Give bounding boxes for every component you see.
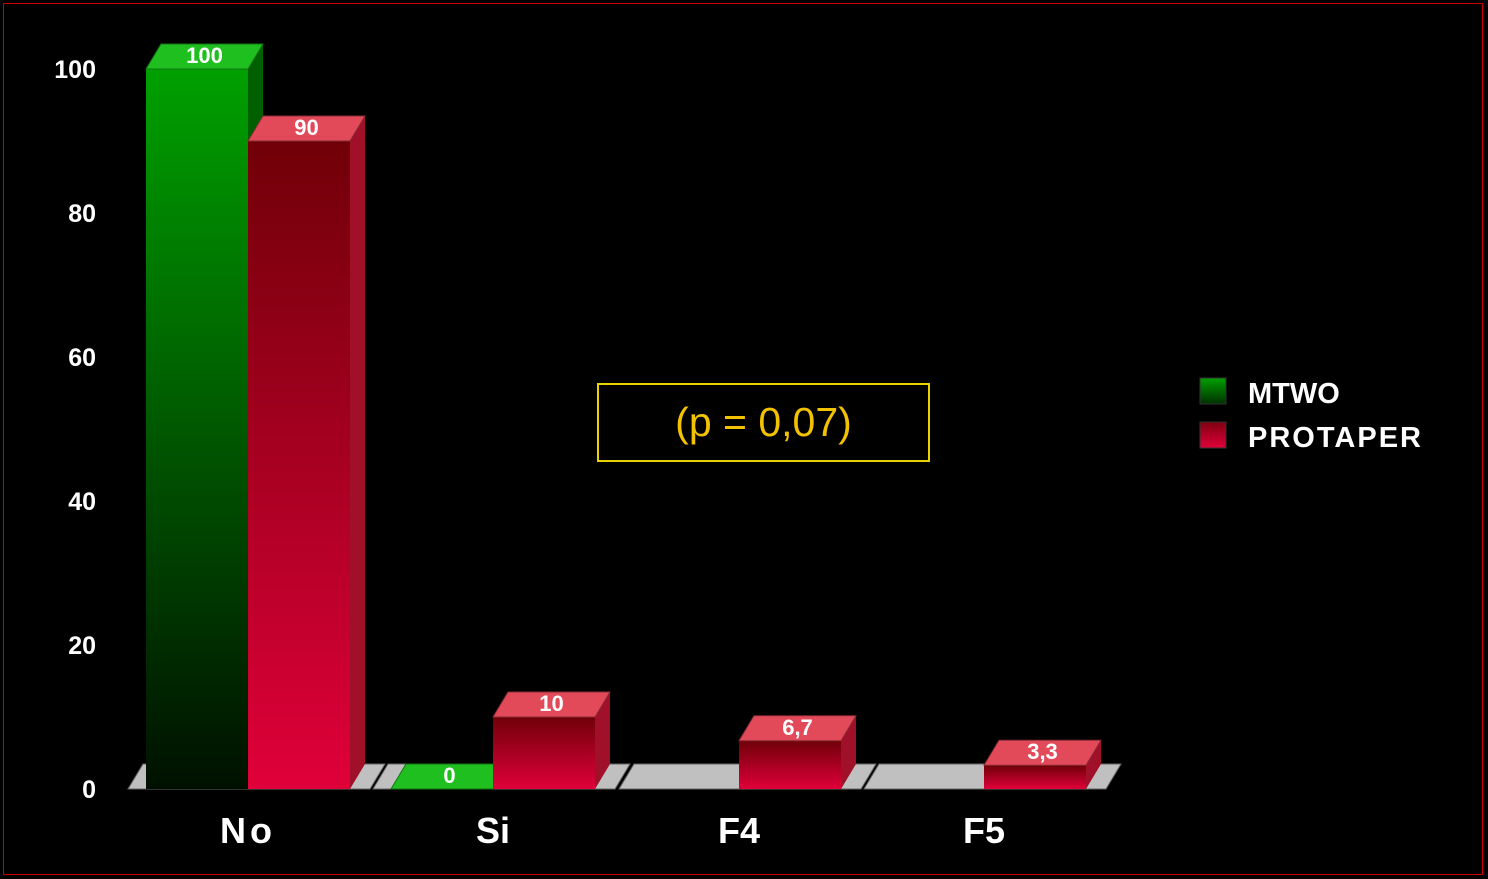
y-tick-label-40: 40 [68, 488, 96, 516]
x-tick-label-f5: F5 [963, 810, 1005, 851]
x-tick-label-f4: F4 [718, 810, 760, 851]
y-tick-label-60: 60 [68, 344, 96, 372]
y-tick-label-80: 80 [68, 200, 96, 228]
y-tick-label-0: 0 [82, 776, 96, 804]
bar-protaper-f5 [984, 765, 1086, 789]
data-label-protaper-f5: 3,3 [1027, 739, 1058, 764]
bar-top-mtwo-no [145, 43, 264, 70]
bar-protaper-no [248, 141, 350, 789]
bar-side-protaper-si [595, 692, 610, 789]
legend-label-protaper: PROTAPER [1248, 422, 1423, 454]
bar-top-protaper-f5 [983, 739, 1102, 766]
data-label-mtwo-no: 100 [186, 43, 223, 68]
data-label-protaper-si: 10 [539, 691, 563, 716]
bar-protaper-f4 [739, 740, 841, 789]
bar-protaper-si [493, 717, 595, 789]
x-tick-label-si: Si [476, 810, 510, 851]
chart-frame [3, 3, 1483, 875]
bar-side-protaper-no [350, 116, 365, 789]
data-label-protaper-f4: 6,7 [782, 715, 813, 740]
legend-label-mtwo: MTWO [1248, 378, 1340, 410]
p-value-annotation: (p = 0,07) [597, 383, 930, 462]
y-tick-label-20: 20 [68, 632, 96, 660]
y-tick-label-100: 100 [54, 56, 96, 84]
bar-side-protaper-f4 [841, 715, 856, 789]
bar-top-protaper-no [247, 115, 366, 142]
bar-top-protaper-f4 [738, 715, 857, 742]
legend-swatch-mtwo [1199, 377, 1227, 405]
legend-swatch-protaper [1199, 421, 1227, 449]
bar-top-protaper-si [492, 691, 611, 718]
x-tick-label-no: No [220, 810, 276, 851]
bar-side-protaper-f5 [1086, 740, 1101, 789]
data-label-mtwo-si: 0 [443, 763, 455, 788]
data-label-protaper-no: 90 [294, 115, 318, 140]
bar-mtwo-no [146, 69, 248, 789]
